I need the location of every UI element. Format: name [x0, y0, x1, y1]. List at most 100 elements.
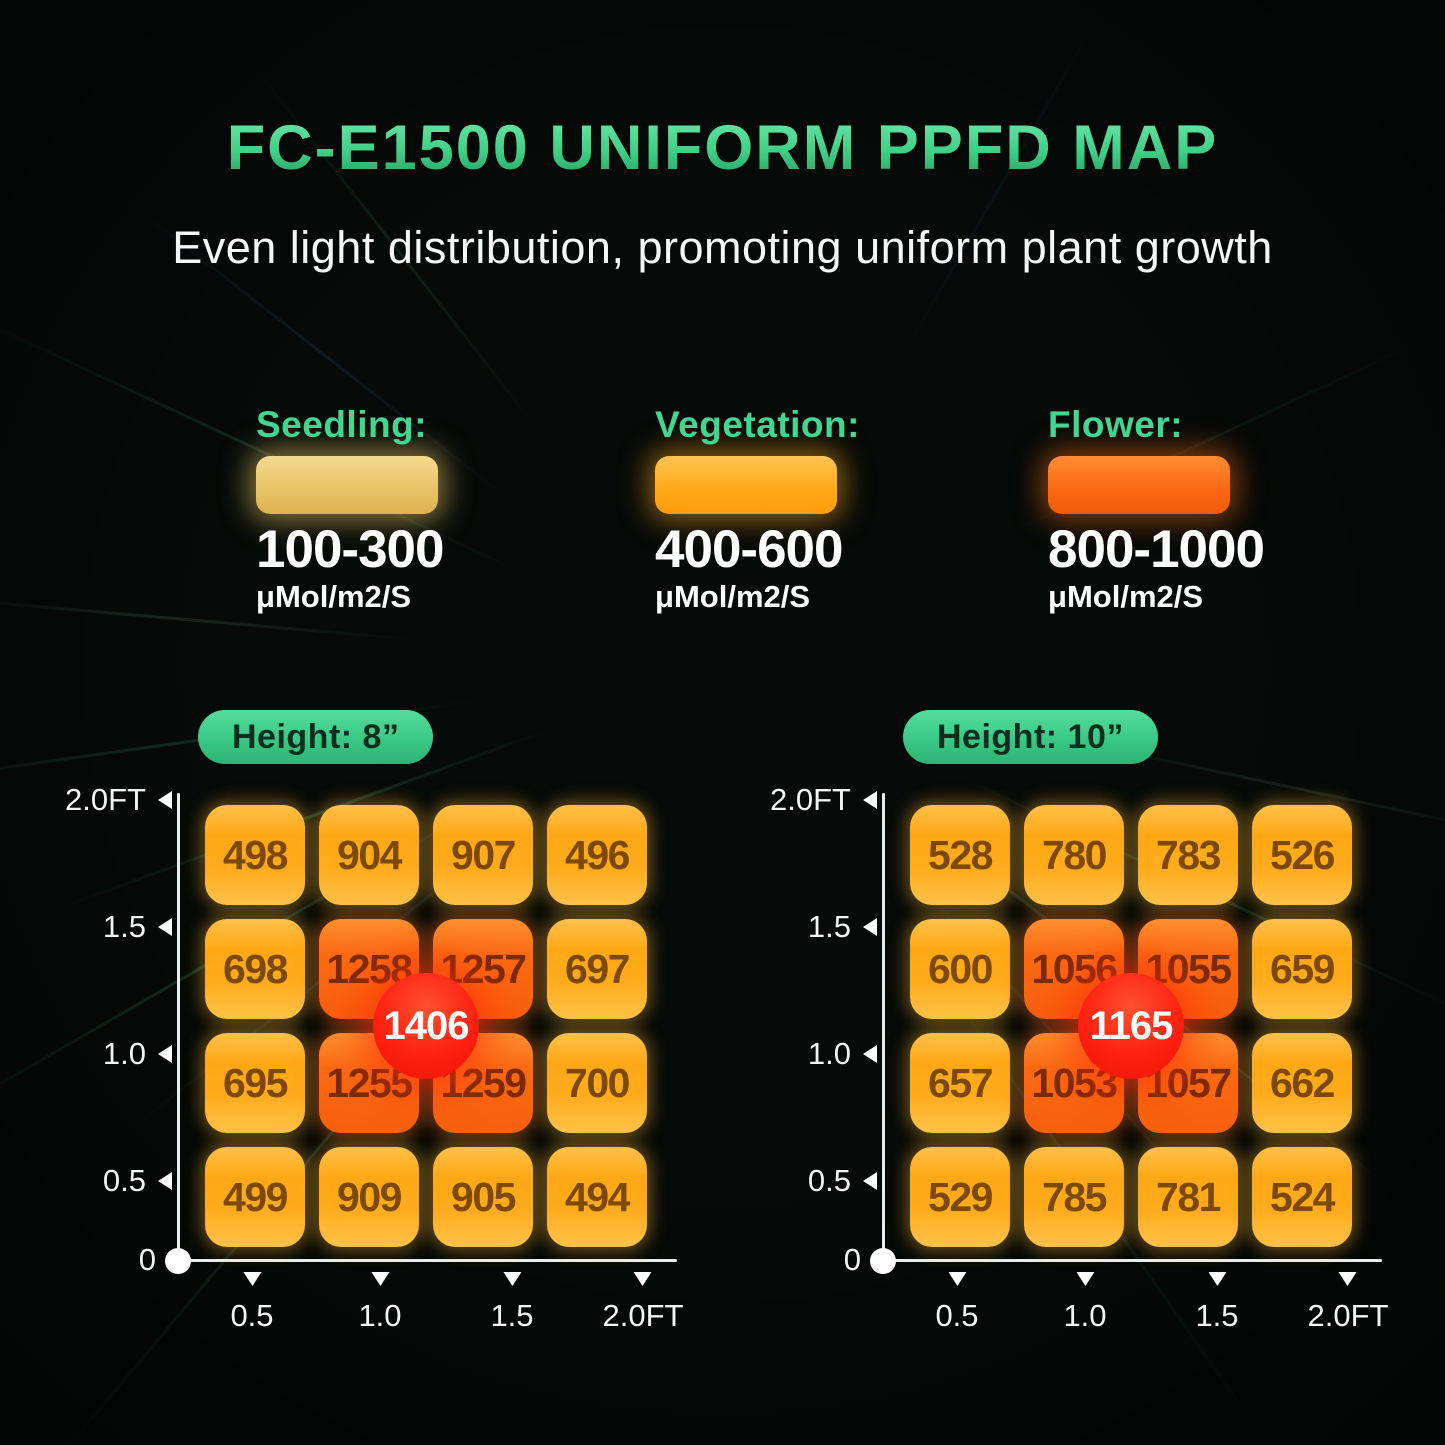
ppfd-cell: 528 — [910, 805, 1010, 905]
y-tick-label: 1.5 — [807, 909, 851, 944]
ppfd-cell: 600 — [910, 919, 1010, 1019]
x-axis-tick: 1.0 — [358, 1272, 402, 1334]
x-axis-tick: 2.0FT — [602, 1272, 684, 1334]
flower-swatch — [1048, 456, 1230, 514]
ppfd-grid: 528 780 783 526 600 1056 1055 659 657 1053 1057 662… — [910, 805, 1352, 1247]
ppfd-cell: 529 — [910, 1147, 1010, 1247]
center-peak-bubble: 1165 — [1078, 973, 1184, 1079]
x-tick-arrow-icon — [634, 1272, 652, 1286]
ppfd-cell: 695 — [205, 1033, 305, 1133]
x-tick-arrow-icon — [1339, 1272, 1357, 1286]
y-tick-label: 1.5 — [102, 909, 146, 944]
x-tick-arrow-icon — [370, 1272, 389, 1286]
ppfd-cell: 785 — [1024, 1147, 1124, 1247]
origin-dot — [165, 1248, 191, 1274]
ppfd-cell: 783 — [1138, 805, 1238, 905]
legend-label: Flower: — [1048, 404, 1184, 445]
ppfd-cell: 700 — [547, 1033, 647, 1133]
y-axis-tick: 2.0FT — [60, 782, 172, 817]
y-tick-arrow-icon — [158, 791, 172, 809]
y-axis-tick: 1.5 — [765, 909, 877, 944]
legend-unit: μMol/m2/S — [256, 579, 412, 614]
origin-dot — [870, 1248, 896, 1274]
y-tick-label: 0.5 — [102, 1163, 146, 1198]
x-tick-label: 1.5 — [490, 1298, 534, 1333]
y-tick-label: 1.0 — [102, 1036, 146, 1071]
height-badge-label: Height: 10” — [937, 717, 1124, 756]
y-tick-label: 0.5 — [807, 1163, 851, 1198]
background-streak — [891, 7, 1104, 373]
x-tick-label: 0.5 — [230, 1298, 274, 1333]
ppfd-chart-height-8: Height: 8” 0 498 904 907 496 698 1258 1257 697 6… — [60, 700, 740, 1360]
y-tick-label: 2.0FT — [65, 782, 146, 817]
x-tick-label: 2.0FT — [1307, 1298, 1389, 1333]
legend-label: Vegetation: — [655, 404, 860, 445]
x-axis — [882, 1259, 1382, 1262]
legend-unit: μMol/m2/S — [1048, 579, 1204, 614]
legend-label: Seedling: — [256, 404, 428, 445]
height-badge-label: Height: 8” — [232, 717, 400, 756]
ppfd-cell: 698 — [205, 919, 305, 1019]
page-subtitle: Even light distribution, promoting unifo… — [172, 222, 1273, 273]
y-tick-arrow-icon — [158, 1172, 172, 1190]
y-axis-tick: 1.5 — [60, 909, 172, 944]
ppfd-cell: 904 — [319, 805, 419, 905]
ppfd-cell: 524 — [1252, 1147, 1352, 1247]
x-tick-arrow-icon — [242, 1272, 261, 1286]
x-tick-label: 1.5 — [1195, 1298, 1239, 1333]
y-axis-tick: 0.5 — [60, 1163, 172, 1198]
ppfd-cell: 494 — [547, 1147, 647, 1247]
ppfd-cell: 526 — [1252, 805, 1352, 905]
center-peak-value: 1165 — [1089, 1003, 1174, 1048]
legend-item-flower: Flower: 800-1000 μMol/m2/S — [1048, 404, 1265, 616]
ppfd-cell: 659 — [1252, 919, 1352, 1019]
x-axis-tick: 0.5 — [935, 1272, 979, 1334]
ppfd-cell: 496 — [547, 805, 647, 905]
legend-item-seedling: Seedling: 100-300 μMol/m2/S — [256, 404, 445, 616]
x-tick-arrow-icon — [1075, 1272, 1094, 1286]
center-peak-bubble: 1406 — [373, 973, 479, 1079]
x-tick-label: 1.0 — [358, 1298, 402, 1333]
page-title: FC-E1500 UNIFORM PPFD MAP — [0, 112, 1445, 184]
x-axis-tick: 1.0 — [1063, 1272, 1107, 1334]
legend-range: 800-1000 — [1048, 520, 1265, 579]
x-tick-label: 0.5 — [935, 1298, 979, 1333]
origin-label: 0 — [138, 1242, 156, 1277]
x-axis-tick: 1.5 — [1195, 1272, 1239, 1334]
height-badge: Height: 10” — [903, 710, 1158, 764]
y-axis-tick: 0.5 — [765, 1163, 877, 1198]
legend-range: 400-600 — [655, 520, 844, 579]
y-tick-arrow-icon — [863, 791, 877, 809]
y-tick-arrow-icon — [158, 918, 172, 936]
x-axis-tick: 1.5 — [490, 1272, 534, 1334]
ppfd-cell: 498 — [205, 805, 305, 905]
seedling-swatch — [256, 456, 438, 514]
ppfd-cell: 907 — [433, 805, 533, 905]
ppfd-cell: 657 — [910, 1033, 1010, 1133]
x-tick-label: 2.0FT — [602, 1298, 684, 1333]
y-tick-label: 2.0FT — [770, 782, 851, 817]
y-axis-tick: 1.0 — [765, 1036, 877, 1071]
legend-range: 100-300 — [256, 520, 445, 579]
height-badge: Height: 8” — [198, 710, 434, 764]
y-axis — [882, 793, 885, 1263]
ppfd-cell: 781 — [1138, 1147, 1238, 1247]
x-axis — [177, 1259, 677, 1262]
ppfd-cell: 662 — [1252, 1033, 1352, 1133]
y-axis-tick: 1.0 — [60, 1036, 172, 1071]
y-tick-label: 1.0 — [807, 1036, 851, 1071]
y-tick-arrow-icon — [158, 1045, 172, 1063]
vegetation-swatch — [655, 456, 837, 514]
x-tick-arrow-icon — [947, 1272, 966, 1286]
y-tick-arrow-icon — [863, 1045, 877, 1063]
ppfd-cell: 905 — [433, 1147, 533, 1247]
center-peak-value: 1406 — [383, 1003, 470, 1048]
ppfd-cell: 499 — [205, 1147, 305, 1247]
y-axis — [177, 793, 180, 1263]
x-tick-arrow-icon — [502, 1272, 521, 1286]
x-tick-arrow-icon — [1207, 1272, 1226, 1286]
y-tick-arrow-icon — [863, 918, 877, 936]
legend-unit: μMol/m2/S — [655, 579, 811, 614]
ppfd-cell: 697 — [547, 919, 647, 1019]
